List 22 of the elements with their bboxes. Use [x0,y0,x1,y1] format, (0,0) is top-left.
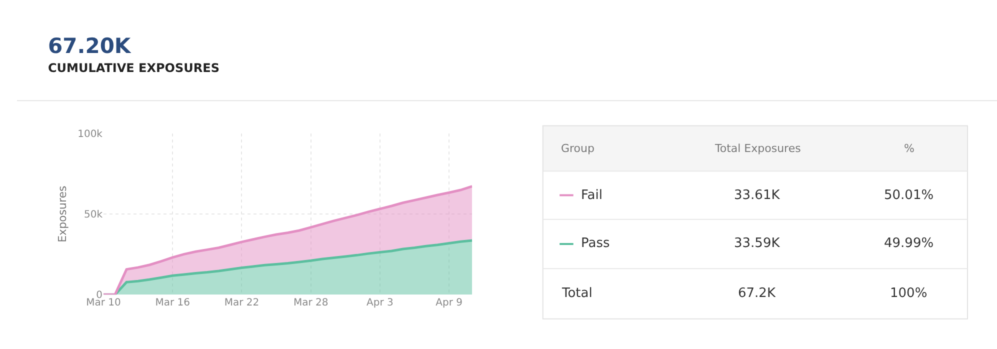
x-tick-label: Mar 22 [224,298,260,309]
text: 49.99% [884,236,934,251]
x-tick-label: Mar 16 [155,298,190,309]
legend-label: Fail [581,188,602,203]
chart-subtitle: CUMULATIVE EXPOSURES [48,61,220,75]
y-axis-title: Exposures [56,185,70,242]
text: 50.01% [884,188,934,203]
chart-title: 67.20K [48,34,132,58]
x-tick-label: Apr 3 [366,298,394,309]
text: % [904,142,914,155]
text: Total Exposures [714,142,802,155]
y-tick-label: 100k [78,128,103,140]
text: 100% [890,286,928,301]
text: 33.59K [734,236,780,251]
x-tick-label: Apr 9 [436,298,462,309]
text: 67.2K [738,286,776,301]
x-tick-label: Mar 28 [293,298,328,309]
text: Total [561,286,592,301]
y-tick-label: 50k [84,210,103,221]
text: 33.61K [734,188,780,203]
legend-label: Pass [581,236,610,251]
text: Group [561,142,595,155]
